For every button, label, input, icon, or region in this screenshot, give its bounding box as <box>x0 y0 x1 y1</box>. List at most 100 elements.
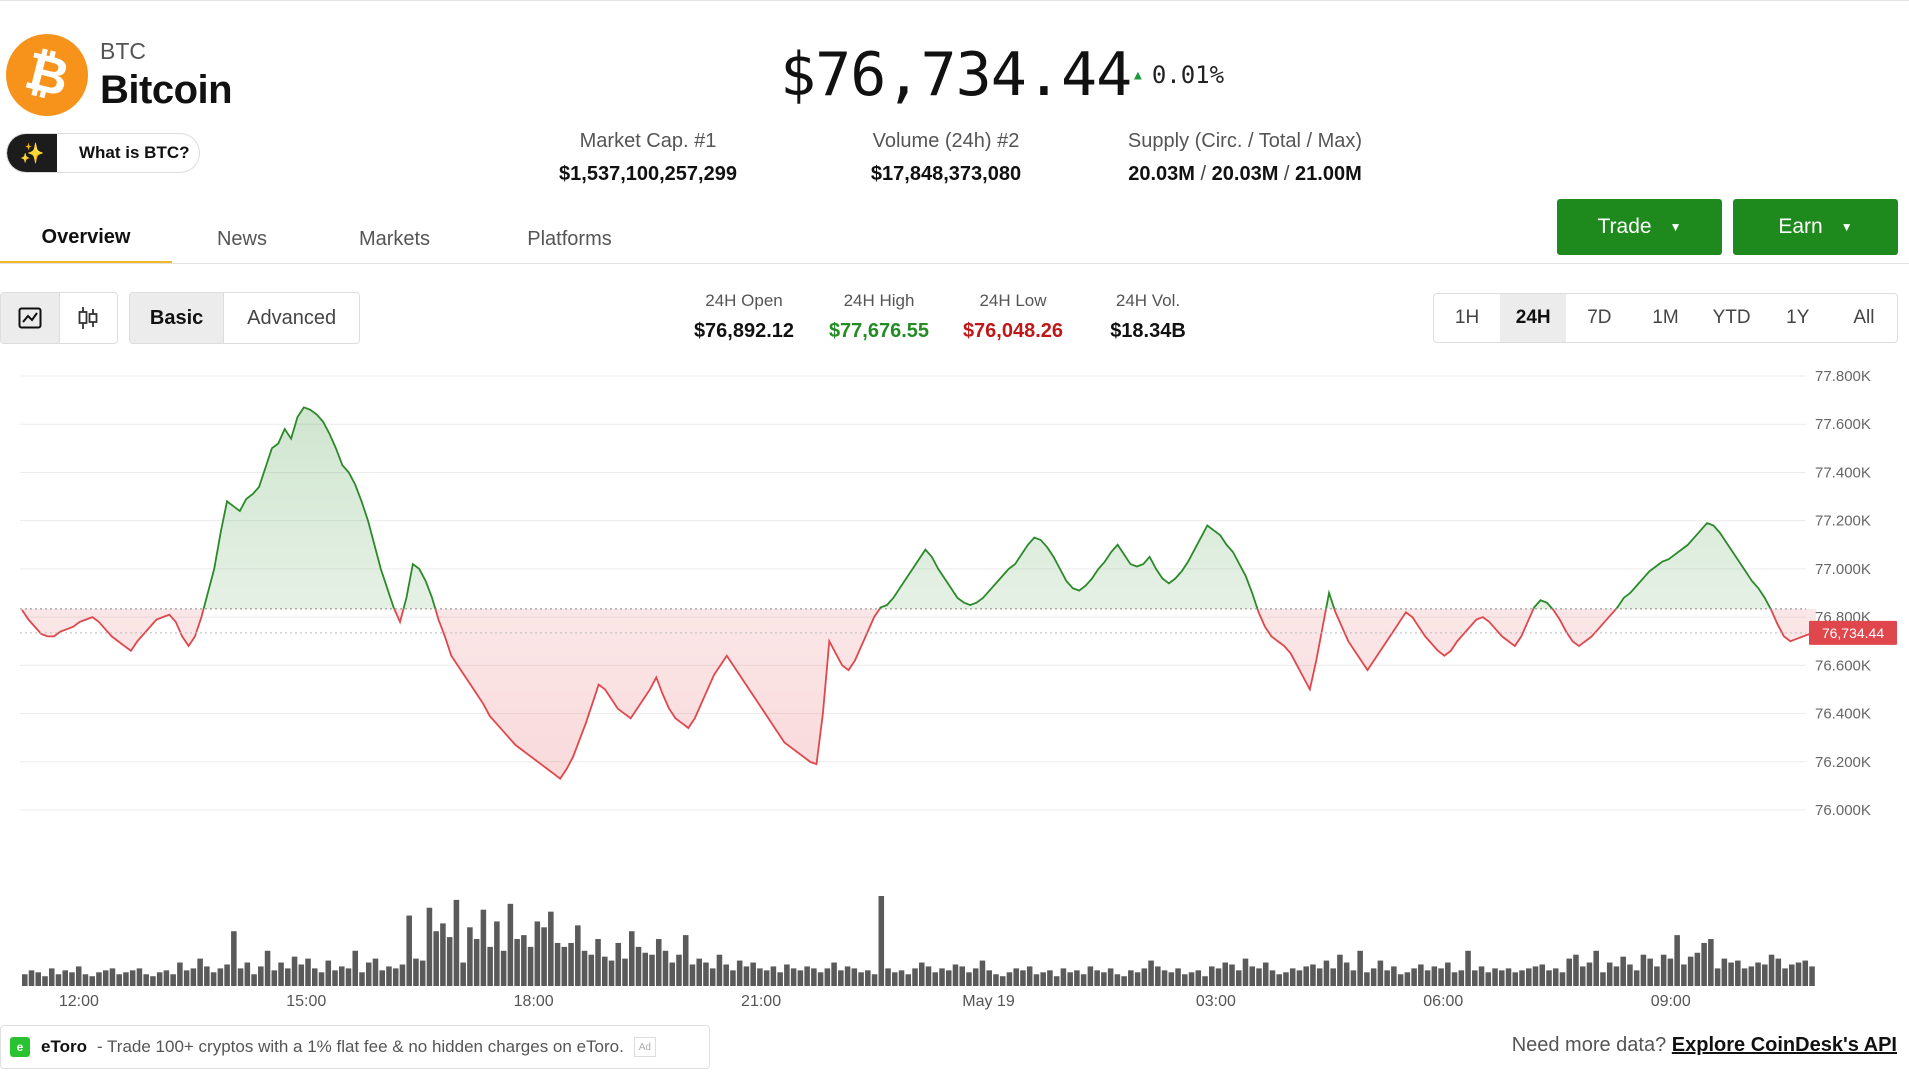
tab-overview[interactable]: Overview <box>0 214 172 264</box>
volume-bar <box>312 968 318 986</box>
volume-bar <box>716 954 723 986</box>
volume-bar <box>365 962 372 986</box>
volume-bar <box>750 962 756 986</box>
volume-bar <box>55 974 62 986</box>
supply-separator: / <box>1200 163 1207 185</box>
volume-bar <box>1701 942 1707 986</box>
volume-bar <box>318 972 325 986</box>
volume-bar <box>1809 966 1815 986</box>
supply-max: 21.00M <box>1295 163 1362 185</box>
volume-bar <box>1182 974 1188 986</box>
volume-bar <box>372 958 379 986</box>
volume-bar <box>925 966 932 986</box>
range-ytd-button[interactable]: YTD <box>1712 307 1751 328</box>
day-volume-value: $18.34B <box>1110 320 1186 342</box>
top-border <box>0 0 1909 1</box>
volume-bar <box>1755 962 1761 986</box>
volume-bar <box>939 968 945 986</box>
tab-news[interactable]: News <box>216 227 267 250</box>
volume-bar <box>1249 966 1256 986</box>
price-chart[interactable]: 77.800K77.600K77.400K77.200K77.000K76.80… <box>0 360 1909 1020</box>
api-promo-text: Need more data? <box>1511 1034 1667 1056</box>
volume-bar <box>898 970 905 986</box>
volume-bar <box>1532 966 1539 986</box>
volume-bar <box>568 942 574 986</box>
sparkle-icon: ✨ <box>7 134 57 172</box>
price-line <box>21 406 1817 780</box>
volume-bar <box>42 976 48 986</box>
volume-bar <box>709 968 716 986</box>
volume-bar <box>1209 966 1215 986</box>
volume-bar <box>338 966 345 986</box>
volume-bar <box>865 970 871 986</box>
etoro-ad-banner[interactable]: e eToro - Trade 100+ cryptos with a 1% f… <box>0 1025 710 1069</box>
volume-bar <box>1579 966 1586 986</box>
price-change: ▲ 0.01% <box>1134 61 1224 89</box>
volume-bar <box>1256 968 1262 986</box>
volume-bar <box>392 968 399 986</box>
mode-basic-button[interactable]: Basic <box>130 293 224 343</box>
volume-bar <box>75 966 82 986</box>
volume-bar <box>1768 954 1775 986</box>
volume-bar <box>89 976 95 986</box>
volume-bar <box>1316 968 1323 986</box>
volume-bar <box>1188 972 1195 986</box>
volume-bar <box>1026 966 1033 986</box>
volume-bar <box>433 931 439 986</box>
what-is-btc-button[interactable]: ✨ What is BTC? <box>6 133 200 173</box>
range-all-button[interactable]: All <box>1853 307 1875 328</box>
volume-bar <box>1357 950 1363 986</box>
volume-bar <box>838 970 844 986</box>
range-1y-button[interactable]: 1Y <box>1786 307 1810 328</box>
volume-bar <box>1586 962 1593 986</box>
volume-bar <box>1074 970 1080 986</box>
volume-bar <box>1276 974 1282 986</box>
x-tick-label: May 19 <box>962 993 1015 1010</box>
volume-bar <box>163 970 170 986</box>
tab-platforms[interactable]: Platforms <box>527 227 612 250</box>
api-promo: Need more data? Explore CoinDesk's API <box>1512 1034 1897 1057</box>
volume-bar <box>1654 966 1660 986</box>
volume-bar <box>426 907 433 986</box>
range-24h-button[interactable]: 24H <box>1500 294 1567 342</box>
volume-bar <box>1141 968 1148 986</box>
volume-bar <box>770 966 777 986</box>
volume-bar <box>1060 968 1067 986</box>
volume-bar <box>642 952 649 986</box>
volume-bar <box>548 911 554 986</box>
coindesk-api-link[interactable]: Explore CoinDesk's API <box>1671 1034 1897 1056</box>
volume-bar <box>1303 966 1309 986</box>
mode-advanced-button[interactable]: Advanced <box>223 293 359 343</box>
volume-bar <box>1242 958 1249 986</box>
volume-bar <box>467 927 473 986</box>
trade-button[interactable]: Trade ▼ <box>1557 199 1722 255</box>
volume-bar <box>871 974 878 986</box>
range-1h-button[interactable]: 1H <box>1454 307 1480 328</box>
volume-bar <box>271 970 278 986</box>
price-line-up <box>202 406 1772 609</box>
volume-bar <box>305 958 311 986</box>
volume-bar <box>1593 950 1599 986</box>
volume-bar <box>1606 962 1613 986</box>
volume-bar <box>1573 954 1579 986</box>
volume-bar <box>514 939 520 986</box>
volume-bar <box>352 950 359 986</box>
day-open-value: $76,892.12 <box>693 320 795 342</box>
time-range-selector: 1H 24H 7D 1M YTD 1Y All <box>1433 293 1898 343</box>
candlestick-icon[interactable] <box>58 293 118 343</box>
line-chart-icon[interactable] <box>1 293 59 343</box>
y-tick-label: 77.000K <box>1815 561 1871 578</box>
volume-bar <box>28 970 35 986</box>
volume-bar <box>608 960 615 986</box>
range-7d-button[interactable]: 7D <box>1587 307 1612 328</box>
volume-bar <box>979 960 986 986</box>
tab-markets[interactable]: Markets <box>358 227 431 250</box>
earn-button[interactable]: Earn ▼ <box>1733 199 1898 255</box>
volume-bar <box>1424 970 1431 986</box>
volume-bar <box>69 972 75 986</box>
price-area-down <box>22 608 1816 779</box>
volume-bar <box>527 946 534 986</box>
volume-bar <box>790 968 797 986</box>
range-1m-button[interactable]: 1M <box>1652 307 1679 328</box>
volume-bar <box>1161 970 1168 986</box>
